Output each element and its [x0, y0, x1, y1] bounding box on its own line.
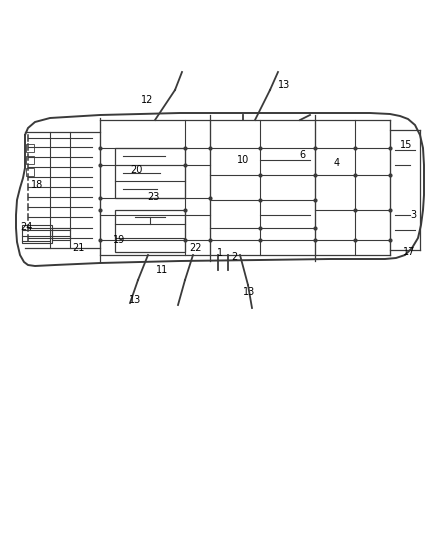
Bar: [26, 156, 34, 164]
Text: 17: 17: [403, 247, 415, 257]
Text: 12: 12: [141, 95, 153, 105]
Text: 21: 21: [72, 243, 84, 253]
Text: 11: 11: [156, 265, 168, 275]
Text: 15: 15: [400, 140, 412, 150]
Text: 10: 10: [237, 155, 249, 165]
Text: 13: 13: [129, 295, 141, 305]
Text: 23: 23: [147, 192, 159, 202]
Text: 2: 2: [231, 252, 237, 262]
Bar: [26, 144, 34, 152]
Text: 13: 13: [278, 80, 290, 90]
Text: 18: 18: [31, 180, 43, 190]
Bar: [115, 148, 185, 198]
Bar: [52, 228, 70, 240]
Text: 1: 1: [217, 248, 223, 258]
Text: 4: 4: [334, 158, 340, 168]
Bar: [22, 225, 52, 243]
Text: 19: 19: [113, 235, 125, 245]
Text: 20: 20: [130, 165, 142, 175]
Bar: [115, 210, 185, 252]
Text: 13: 13: [243, 287, 255, 297]
Text: 3: 3: [410, 210, 416, 220]
Bar: [26, 168, 34, 176]
Text: 22: 22: [190, 243, 202, 253]
Text: 24: 24: [20, 222, 32, 232]
Text: 6: 6: [299, 150, 305, 160]
